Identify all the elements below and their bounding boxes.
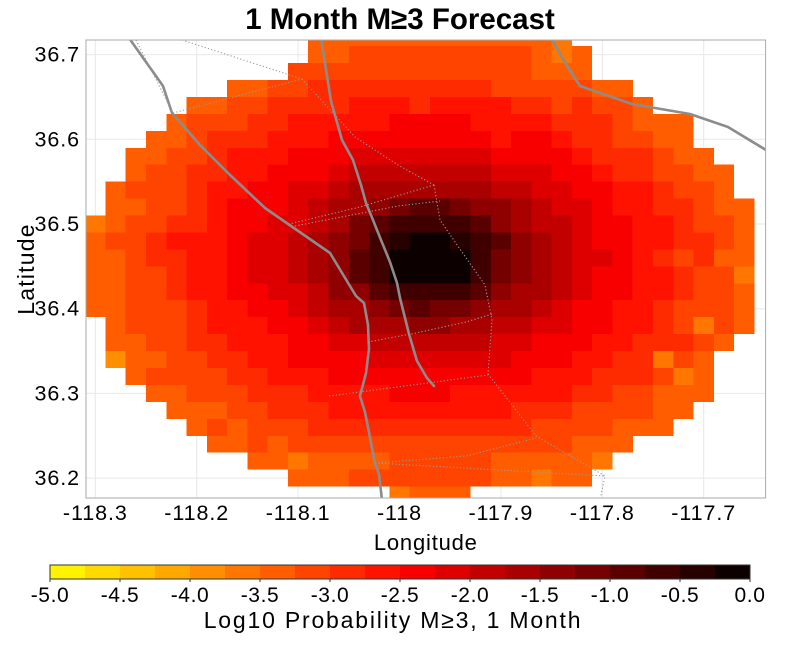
svg-text:-0.5: -0.5 [661,584,700,607]
svg-text:-4.0: -4.0 [171,584,210,607]
svg-text:-1.5: -1.5 [521,584,560,607]
svg-text:-2.0: -2.0 [451,584,490,607]
svg-text:-5.0: -5.0 [31,584,70,607]
svg-text:-118.2: -118.2 [164,501,229,525]
svg-text:Longitude: Longitude [374,530,478,555]
svg-text:-118.1: -118.1 [266,501,331,525]
svg-text:36.3: 36.3 [35,381,80,405]
svg-text:Latitude: Latitude [13,223,39,314]
svg-text:-117.8: -117.8 [570,501,635,525]
svg-text:1 Month M≥3 Forecast: 1 Month M≥3 Forecast [245,3,555,36]
svg-text:-1.0: -1.0 [591,584,630,607]
svg-text:36.6: 36.6 [35,127,80,151]
svg-text:-4.5: -4.5 [101,584,140,607]
svg-text:Log10 Probability M≥3, 1 Month: Log10 Probability M≥3, 1 Month [204,607,583,633]
svg-text:36.5: 36.5 [35,212,80,236]
svg-text:0.0: 0.0 [735,584,766,607]
svg-text:-117.9: -117.9 [469,501,534,525]
svg-text:-117.7: -117.7 [671,501,736,525]
svg-text:36.2: 36.2 [35,466,80,490]
svg-text:-3.5: -3.5 [241,584,280,607]
svg-text:-118: -118 [377,501,422,525]
svg-text:36.7: 36.7 [35,43,80,67]
svg-text:-3.0: -3.0 [311,584,350,607]
svg-text:-2.5: -2.5 [381,584,420,607]
svg-text:-118.3: -118.3 [63,501,128,525]
svg-text:36.4: 36.4 [35,297,80,321]
